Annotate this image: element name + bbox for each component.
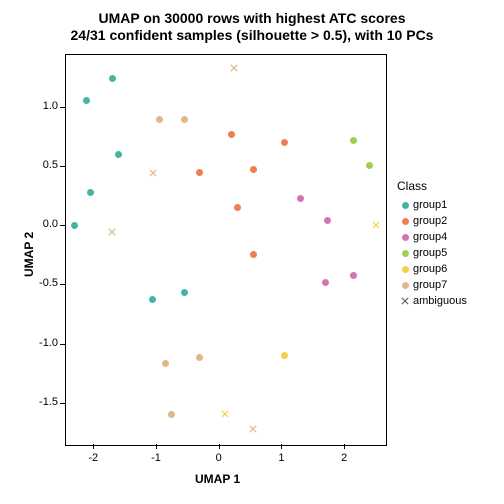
scatter-point xyxy=(156,116,163,123)
legend-label: group1 xyxy=(413,199,447,211)
scatter-cross xyxy=(221,410,229,418)
y-tick-mark xyxy=(60,166,65,167)
y-tick-label: 0.5 xyxy=(30,159,58,171)
y-tick-label: -1.0 xyxy=(30,337,58,349)
y-tick-label: 0.0 xyxy=(30,218,58,230)
x-tick-mark xyxy=(156,444,157,449)
legend-item: group7 xyxy=(397,277,467,293)
legend-title: Class xyxy=(397,179,467,193)
scatter-cross xyxy=(230,64,238,72)
scatter-point xyxy=(350,137,357,144)
scatter-point xyxy=(87,189,94,196)
legend-dot-icon xyxy=(397,250,413,257)
legend-item: group6 xyxy=(397,261,467,277)
legend: Class group1 group2 group4 group5 group6 grou… xyxy=(397,179,467,309)
scatter-point xyxy=(181,289,188,296)
y-tick-mark xyxy=(60,284,65,285)
x-tick-mark xyxy=(219,444,220,449)
scatter-point xyxy=(115,151,122,158)
scatter-point xyxy=(322,279,329,286)
plot-area xyxy=(65,54,387,446)
legend-label: ambiguous xyxy=(413,295,467,307)
legend-dot-icon xyxy=(397,266,413,273)
y-tick-mark xyxy=(60,344,65,345)
title-line1: UMAP on 30000 rows with highest ATC scor… xyxy=(98,10,405,26)
chart-title: UMAP on 30000 rows with highest ATC scor… xyxy=(0,10,504,44)
scatter-point xyxy=(350,272,357,279)
x-tick-mark xyxy=(344,444,345,449)
scatter-cross xyxy=(249,425,257,433)
x-tick-label: 2 xyxy=(334,452,354,464)
y-axis-label: UMAP 2 xyxy=(22,232,36,277)
scatter-cross xyxy=(108,228,116,236)
x-tick-mark xyxy=(93,444,94,449)
legend-cross-icon xyxy=(397,297,413,305)
scatter-point xyxy=(162,360,169,367)
x-tick-mark xyxy=(281,444,282,449)
y-tick-label: -1.5 xyxy=(30,396,58,408)
x-tick-label: 0 xyxy=(209,452,229,464)
legend-label: group5 xyxy=(413,247,447,259)
y-tick-label: -0.5 xyxy=(30,277,58,289)
x-tick-label: -1 xyxy=(146,452,166,464)
scatter-point xyxy=(297,195,304,202)
scatter-point xyxy=(109,75,116,82)
y-tick-label: 1.0 xyxy=(30,100,58,112)
x-tick-label: -2 xyxy=(83,452,103,464)
scatter-point xyxy=(281,352,288,359)
legend-label: group7 xyxy=(413,279,447,291)
scatter-point xyxy=(324,217,331,224)
title-line2: 24/31 confident samples (silhouette > 0.… xyxy=(71,27,434,43)
scatter-point xyxy=(71,222,78,229)
scatter-point xyxy=(181,116,188,123)
x-axis-label: UMAP 1 xyxy=(195,472,240,486)
umap-figure: UMAP on 30000 rows with highest ATC scor… xyxy=(0,0,504,504)
legend-item: group4 xyxy=(397,229,467,245)
legend-dot-icon xyxy=(397,202,413,209)
scatter-point xyxy=(228,131,235,138)
scatter-point xyxy=(366,162,373,169)
legend-item: ambiguous xyxy=(397,293,467,309)
legend-item: group5 xyxy=(397,245,467,261)
legend-label: group2 xyxy=(413,215,447,227)
legend-dot-icon xyxy=(397,282,413,289)
legend-item: group2 xyxy=(397,213,467,229)
legend-item: group1 xyxy=(397,197,467,213)
y-tick-mark xyxy=(60,403,65,404)
legend-label: group6 xyxy=(413,263,447,275)
scatter-cross xyxy=(149,169,157,177)
scatter-cross xyxy=(372,221,380,229)
y-tick-mark xyxy=(60,107,65,108)
legend-dot-icon xyxy=(397,234,413,241)
legend-dot-icon xyxy=(397,218,413,225)
y-tick-mark xyxy=(60,225,65,226)
legend-label: group4 xyxy=(413,231,447,243)
x-tick-label: 1 xyxy=(271,452,291,464)
